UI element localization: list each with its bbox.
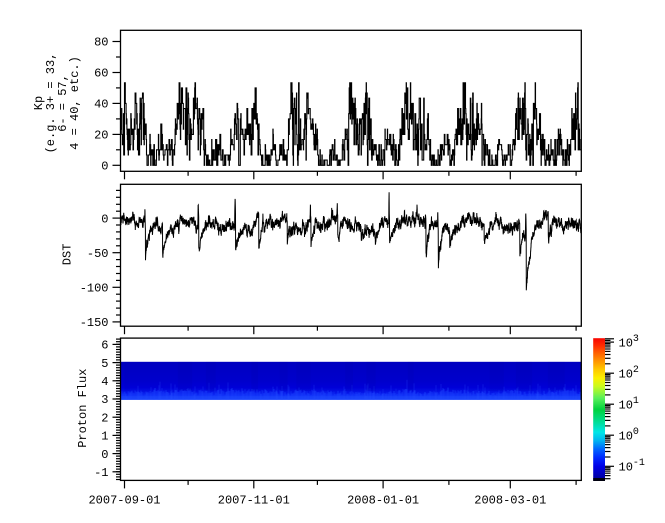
- svg-text:2: 2: [101, 411, 108, 425]
- svg-text:Kp: Kp: [32, 96, 46, 110]
- svg-text:-150: -150: [80, 316, 109, 330]
- svg-text:40: 40: [94, 98, 108, 112]
- svg-text:80: 80: [94, 36, 108, 50]
- svg-text:DST: DST: [61, 244, 75, 266]
- svg-text:3: 3: [101, 393, 108, 407]
- svg-text:60: 60: [94, 67, 108, 81]
- svg-text:4 = 40, etc.): 4 = 40, etc.): [68, 56, 82, 150]
- svg-text:6- = 57,: 6- = 57,: [56, 74, 70, 132]
- svg-text:0: 0: [101, 212, 108, 226]
- svg-text:-50: -50: [87, 247, 109, 261]
- svg-text:2008-01-01: 2008-01-01: [347, 493, 419, 507]
- svg-text:1: 1: [101, 430, 108, 444]
- svg-text:0: 0: [101, 160, 108, 174]
- svg-text:2007-09-01: 2007-09-01: [88, 493, 160, 507]
- svg-text:Proton Flux: Proton Flux: [76, 369, 90, 448]
- svg-text:(e.g. 3+ = 33,: (e.g. 3+ = 33,: [44, 53, 58, 154]
- svg-text:20: 20: [94, 129, 108, 143]
- svg-text:-100: -100: [80, 282, 109, 296]
- svg-text:2008-03-01: 2008-03-01: [474, 493, 546, 507]
- svg-text:4: 4: [101, 375, 108, 389]
- svg-text:6: 6: [101, 339, 108, 353]
- svg-text:5: 5: [101, 357, 108, 371]
- svg-text:0: 0: [101, 448, 108, 462]
- svg-text:2007-11-01: 2007-11-01: [218, 493, 290, 507]
- svg-text:-1: -1: [94, 466, 108, 480]
